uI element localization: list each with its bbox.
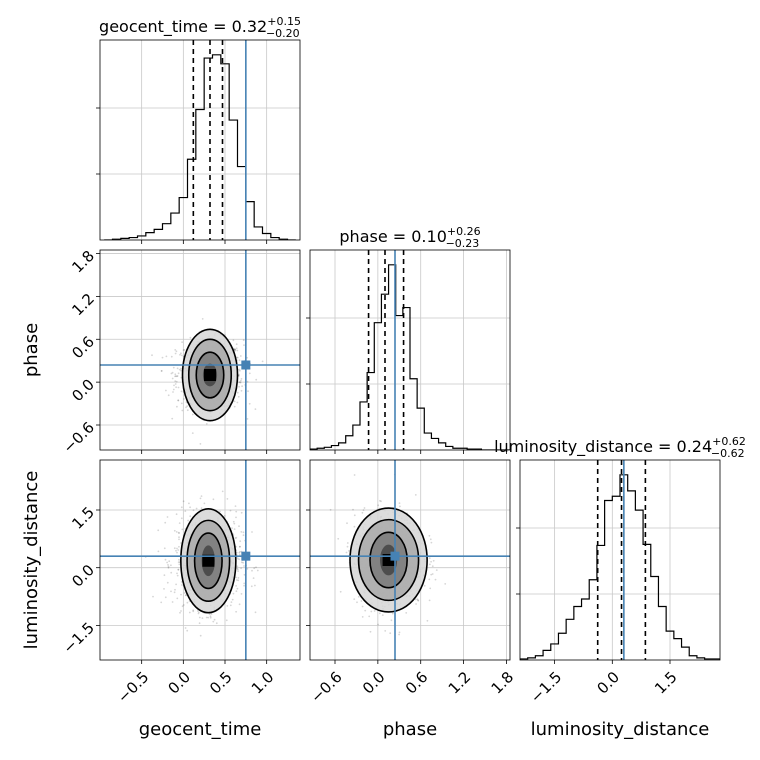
tick-label-phase: −0.6 [60, 418, 98, 456]
tick-label-geocent_time: −0.5 [114, 668, 152, 706]
tick-label-phase: 1.8 [68, 247, 98, 277]
joint-geocent_time-phase-frame [99, 249, 301, 451]
density-peak [204, 369, 216, 381]
contour-line [369, 531, 408, 589]
tick-label-geocent_time: 0.0 [164, 668, 194, 698]
histogram-geocent_time [104, 54, 296, 240]
marginal-panel-geocent_time [96, 40, 300, 244]
marginal-panel-phase [306, 250, 510, 454]
tick-label-luminosity_distance: 1.5 [68, 503, 98, 533]
x-axis-label-phase: phase [383, 719, 437, 740]
joint-phase-luminosity_distance-frame [309, 459, 511, 661]
contour-line [193, 532, 223, 590]
marginal-phase-frame [309, 249, 511, 451]
x-axis-label-geocent_time: geocent_time [139, 719, 262, 740]
tick-label-phase: 0.6 [402, 668, 432, 698]
histogram-phase [310, 264, 510, 450]
contour-line [181, 328, 239, 422]
tick-label-phase: 0.0 [359, 668, 389, 698]
joint-geocent_time-luminosity_distance-frame [99, 459, 301, 661]
contour-line [357, 518, 420, 602]
truth-marker [241, 551, 251, 561]
tick-label-phase: 0.6 [68, 333, 98, 363]
tick-label-phase: 1.2 [68, 290, 98, 320]
truth-marker [241, 360, 251, 370]
tick-label-luminosity_distance: 1.5 [651, 668, 681, 698]
truth-marker [390, 551, 400, 561]
y-axis-label-luminosity_distance: luminosity_distance [21, 471, 42, 650]
y-axis-label-phase: phase [21, 323, 42, 377]
tick-label-geocent_time: 1.0 [248, 668, 278, 698]
tick-label-geocent_time: 0.5 [206, 668, 236, 698]
joint-panel-geocent_time-luminosity_distance [96, 460, 300, 664]
contour-line [195, 351, 225, 399]
contour-line [180, 508, 237, 614]
panel-title-geocent_time: geocent_time = 0.32+0.15 −0.20 [99, 15, 301, 40]
marginal-luminosity_distance-frame [519, 459, 721, 661]
panel-title-phase: phase = 0.10+0.26 −0.23 [339, 225, 480, 250]
tick-label-luminosity_distance: 0.0 [593, 668, 623, 698]
contour-line [187, 338, 233, 412]
x-axis-label-luminosity_distance: luminosity_distance [531, 719, 710, 740]
marginal-geocent_time-frame [99, 39, 301, 241]
tick-label-luminosity_distance: −1.5 [527, 668, 565, 706]
joint-panel-geocent_time-phase [96, 250, 300, 454]
joint-panel-phase-luminosity_distance [306, 460, 510, 664]
tick-label-luminosity_distance: −1.5 [60, 619, 98, 657]
tick-label-phase: 0.0 [68, 375, 98, 405]
contour-line [186, 519, 231, 602]
marginal-panel-luminosity_distance [516, 460, 720, 664]
tick-label-phase: −0.6 [307, 668, 345, 706]
density-peak [202, 554, 215, 567]
panel-title-luminosity_distance: luminosity_distance = 0.24+0.62 −0.62 [494, 435, 746, 460]
tick-label-phase: 1.2 [445, 668, 475, 698]
histogram-luminosity_distance [520, 474, 720, 660]
contour-line [349, 507, 428, 613]
tick-label-phase: 1.8 [488, 668, 518, 698]
tick-label-luminosity_distance: 0.0 [68, 561, 98, 591]
